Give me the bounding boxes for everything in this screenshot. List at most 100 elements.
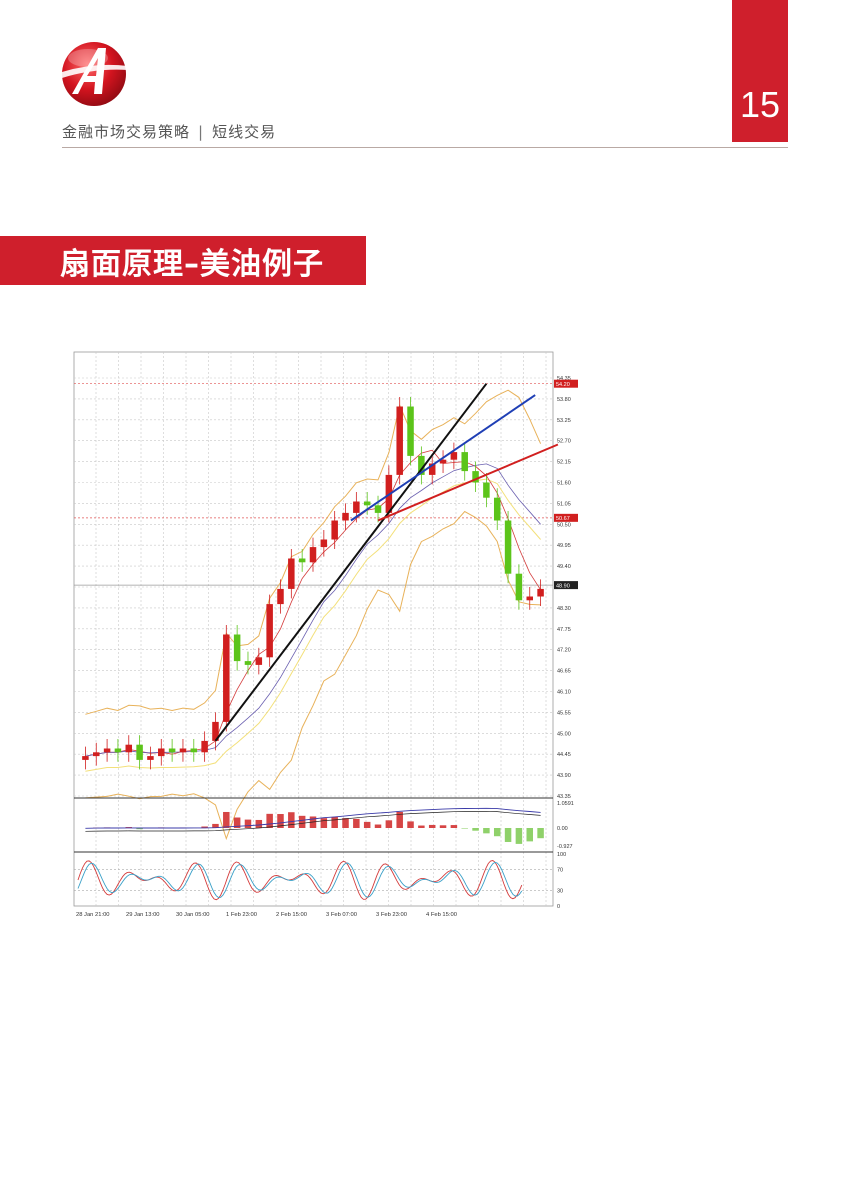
price-label-mid-box: [554, 513, 578, 522]
candle-body: [298, 558, 306, 563]
bollinger-upper: [85, 389, 542, 715]
stochastic-signal-line: [77, 861, 523, 898]
candle-body: [114, 748, 122, 753]
candle-body: [103, 748, 111, 753]
header-title: 金融市场交易策略 | 短线交易: [62, 121, 276, 142]
macd-bar: [515, 828, 523, 844]
macd-bar: [483, 828, 490, 834]
macd-bar: [331, 816, 338, 828]
candle-body: [82, 756, 89, 760]
macd-bar: [363, 821, 371, 828]
stochastic-tick-label: 100: [557, 852, 566, 858]
macd-signal-line: [85, 807, 541, 829]
y-tick-label: 51.05: [557, 501, 571, 507]
y-tick-label: 43.90: [557, 773, 571, 779]
macd-bar: [320, 818, 328, 828]
price-label-high: 54.20: [556, 382, 570, 388]
macd-histogram: [93, 811, 544, 844]
y-tick-label: 51.60: [557, 481, 571, 487]
y-tick-label: 46.10: [557, 690, 571, 696]
macd-bar: [233, 817, 241, 828]
y-tick-label: 46.65: [557, 669, 571, 675]
candle-body: [363, 501, 371, 506]
macd-bar: [136, 828, 143, 830]
chart-frame: [73, 351, 554, 907]
macd-bar: [526, 828, 533, 842]
macd-bar: [385, 820, 393, 828]
x-tick-label: 30 Jan 05:00: [176, 912, 210, 918]
candle-body: [320, 539, 328, 548]
x-tick-label: 4 Feb 15:00: [426, 912, 457, 918]
candle-body: [504, 520, 512, 574]
macd-bar: [504, 828, 512, 842]
macd-bar: [461, 828, 468, 829]
candle-body: [483, 482, 490, 498]
candle-body: [407, 406, 414, 456]
candle-body: [266, 604, 273, 658]
candle-body: [212, 721, 219, 741]
candle-body: [515, 573, 523, 601]
y-tick-label: 43.35: [557, 794, 571, 800]
section-title: 扇面原理–美油例子: [0, 236, 366, 285]
y-tick-label: 47.20: [557, 648, 571, 654]
candle-body: [201, 740, 208, 753]
candle-body: [190, 748, 198, 753]
y-tick-label: 48.30: [557, 606, 571, 612]
company-logo: [62, 42, 128, 106]
macd-bar: [266, 813, 273, 828]
y-tick-label: 52.70: [557, 439, 571, 445]
y-tick-label: 47.75: [557, 627, 571, 633]
macd-bar: [201, 826, 208, 828]
macd-bar: [428, 824, 436, 828]
candle-body: [331, 520, 338, 540]
y-tick-label: 52.15: [557, 460, 571, 466]
macd-bar: [439, 825, 447, 828]
macd-tick-label: 1.0591: [557, 801, 574, 807]
macd-bar: [537, 828, 544, 839]
stochastic-tick-label: 0: [557, 904, 560, 910]
macd-bar: [472, 828, 479, 831]
candle-body: [158, 748, 165, 757]
price-label-current: 48.90: [556, 583, 570, 589]
candle-body: [288, 558, 295, 589]
price-chart: 54.35 53.80 53.25 52.70 52.15 51.60 51.05 50.50…: [73, 351, 578, 918]
macd-bar: [255, 819, 263, 828]
header-separator: |: [198, 123, 205, 141]
candle-body: [493, 497, 501, 521]
macd-bar: [288, 812, 295, 828]
y-tick-label: 45.00: [557, 731, 571, 737]
candle-body: [418, 455, 425, 475]
candle-body: [147, 756, 154, 760]
stochastic-tick-label: 70: [557, 868, 563, 874]
y-tick-label: 44.45: [557, 752, 571, 758]
macd-bar: [407, 821, 414, 828]
header-rule: [62, 147, 788, 148]
header-subtitle: 短线交易: [212, 123, 277, 141]
y-tick-label: 45.55: [557, 710, 571, 716]
candle-body: [179, 748, 187, 753]
fan-line-black: [214, 383, 488, 742]
y-tick-label: 49.95: [557, 543, 571, 549]
x-tick-label: 28 Jan 21:00: [76, 912, 110, 918]
x-tick-label: 2 Feb 15:00: [276, 912, 307, 918]
macd-bar: [353, 818, 360, 828]
candle-body: [168, 748, 176, 753]
x-tick-label: 29 Jan 13:00: [126, 912, 160, 918]
header-title-main: 金融市场交易策略: [62, 123, 191, 141]
candle-body: [450, 452, 458, 460]
y-tick-label: 53.80: [557, 397, 571, 403]
macd-bar: [396, 811, 403, 828]
macd-main-line: [85, 810, 541, 832]
macd-bar: [277, 814, 284, 828]
fan-line-blue: [350, 394, 536, 522]
macd-bar: [212, 823, 219, 828]
price-label-high-box: [554, 379, 578, 388]
macd-bar: [418, 825, 425, 828]
macd-bar: [298, 815, 306, 828]
x-tick-label: 3 Feb 23:00: [376, 912, 407, 918]
y-tick-label: 49.40: [557, 564, 571, 570]
candle-body: [537, 588, 544, 597]
macd-bar: [342, 818, 349, 828]
macd-tick-label: 0.00: [557, 826, 568, 832]
fan-line-red: [377, 443, 559, 522]
